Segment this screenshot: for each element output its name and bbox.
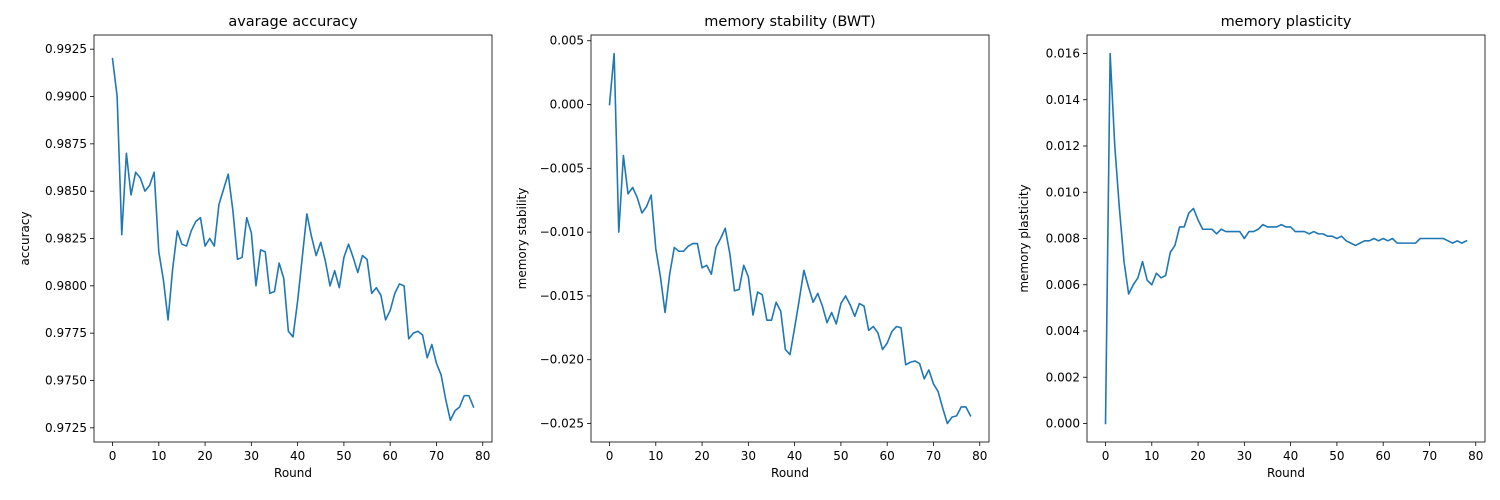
y-tick-label: 0.016 — [1046, 47, 1080, 61]
x-tick-label: 30 — [1237, 449, 1252, 463]
series-line — [1104, 52, 1468, 425]
x-tick-label: 30 — [244, 449, 259, 463]
y-tick-label: 0.014 — [1046, 93, 1080, 107]
y-axis-label: accuracy — [18, 211, 32, 265]
x-tick-label: 30 — [741, 449, 756, 463]
y-tick-label: −0.010 — [540, 225, 584, 239]
y-axis-label: memory stability — [515, 188, 529, 290]
x-tick-label: 20 — [1190, 449, 1205, 463]
y-tick-label: 0.9725 — [45, 421, 87, 435]
x-axis-label: Round — [771, 466, 809, 480]
x-tick-label: 0 — [109, 449, 117, 463]
y-tick-label: 0.000 — [550, 98, 584, 112]
x-tick-label: 20 — [197, 449, 212, 463]
x-tick-label: 70 — [1422, 449, 1437, 463]
x-tick-label: 40 — [787, 449, 802, 463]
y-tick-label: 0.002 — [1046, 370, 1080, 384]
chart-panel-1: avarage accuracy 0 10 20 30 40 50 60 70 80 0.9725 0… — [18, 14, 493, 480]
y-tick-label: 0.9875 — [45, 137, 87, 151]
y-tick-label: 0.012 — [1046, 139, 1080, 153]
y-axis-label: memory plasticity — [1017, 184, 1031, 292]
chart-title: avarage accuracy — [228, 14, 358, 30]
x-tick-label: 0 — [606, 449, 614, 463]
x-axis-label: Round — [1267, 466, 1305, 480]
y-tick-label: 0.000 — [1046, 417, 1080, 431]
x-tick-label: 40 — [290, 449, 305, 463]
x-tick-label: 0 — [1102, 449, 1110, 463]
chart-panel-2: memory stability (BWT) 0 10 20 30 40 50 60 70 80 −… — [515, 14, 990, 480]
x-tick-label: 40 — [1283, 449, 1298, 463]
y-tick-label: 0.9850 — [45, 184, 87, 198]
x-tick-label: 50 — [1329, 449, 1344, 463]
chart-panel-3: memory plasticity 0 10 20 30 40 50 60 70 80 0.000 0… — [1017, 14, 1486, 480]
y-tick-label: 0.9825 — [45, 232, 87, 246]
x-tick-label: 60 — [880, 449, 895, 463]
x-tick-label: 70 — [926, 449, 941, 463]
y-tick-label: 0.005 — [550, 34, 584, 48]
x-tick-label: 80 — [972, 449, 987, 463]
y-tick-label: 0.9900 — [45, 90, 87, 104]
x-axis-label: Round — [274, 466, 312, 480]
series-line — [608, 52, 972, 425]
y-tick-label: −0.025 — [540, 417, 584, 431]
plot-frame — [590, 34, 990, 443]
x-tick-label: 10 — [151, 449, 166, 463]
y-tick-label: 0.006 — [1046, 278, 1080, 292]
x-tick-label: 50 — [833, 449, 848, 463]
x-tick-label: 10 — [1144, 449, 1159, 463]
x-tick-label: 60 — [383, 449, 398, 463]
y-tick-label: 0.008 — [1046, 232, 1080, 246]
y-tick-label: 0.004 — [1046, 324, 1080, 338]
y-tick-label: 0.010 — [1046, 185, 1080, 199]
y-tick-label: 0.9800 — [45, 279, 87, 293]
x-tick-label: 80 — [1468, 449, 1483, 463]
x-tick-label: 70 — [429, 449, 444, 463]
y-tick-label: −0.005 — [540, 161, 584, 175]
plot-frame — [1086, 34, 1486, 443]
series-line — [111, 57, 475, 422]
x-tick-label: 60 — [1376, 449, 1391, 463]
y-tick-label: 0.9750 — [45, 373, 87, 387]
plot-frame — [93, 34, 493, 443]
y-tick-label: 0.9925 — [45, 42, 87, 56]
x-tick-label: 80 — [475, 449, 490, 463]
y-tick-label: −0.020 — [540, 353, 584, 367]
chart-title: memory plasticity — [1221, 14, 1352, 30]
y-tick-label: 0.9775 — [45, 326, 87, 340]
y-tick-label: −0.015 — [540, 289, 584, 303]
x-tick-label: 20 — [694, 449, 709, 463]
x-tick-label: 10 — [648, 449, 663, 463]
x-tick-label: 50 — [336, 449, 351, 463]
chart-title: memory stability (BWT) — [704, 14, 875, 30]
